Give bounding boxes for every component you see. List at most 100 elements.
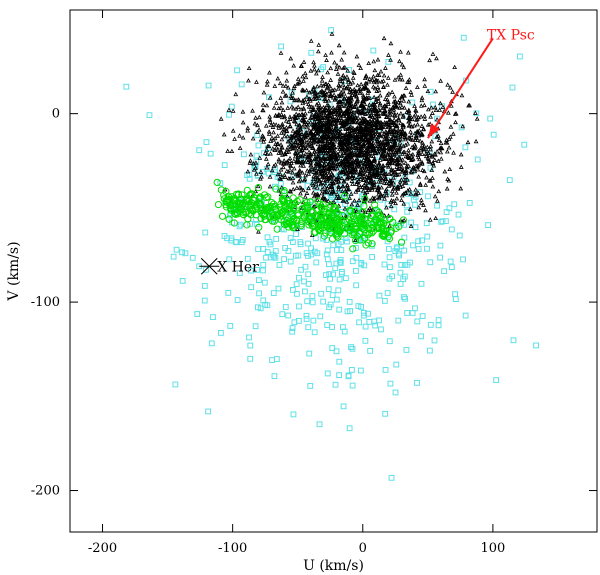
black-triangle-point bbox=[398, 111, 404, 116]
black-triangle-point bbox=[387, 112, 393, 117]
black-triangle-point bbox=[398, 120, 403, 126]
black-triangle-point bbox=[273, 162, 278, 167]
black-triangle-point bbox=[295, 152, 301, 158]
black-triangle-point bbox=[359, 109, 365, 115]
black-triangle-point bbox=[274, 100, 279, 105]
black-triangle-point bbox=[388, 199, 394, 204]
black-triangle-point bbox=[392, 160, 398, 166]
black-triangle-point bbox=[229, 148, 235, 154]
black-triangle-point bbox=[406, 119, 412, 124]
cyan-square-point bbox=[337, 260, 344, 266]
black-triangle-point bbox=[362, 120, 368, 125]
black-triangle-point bbox=[333, 163, 339, 168]
black-triangle-point bbox=[280, 107, 286, 113]
black-triangle-point bbox=[330, 95, 336, 100]
black-triangle-point bbox=[329, 183, 335, 188]
black-triangle-point bbox=[298, 191, 303, 196]
black-triangle-point bbox=[306, 127, 312, 133]
black-triangle-point bbox=[360, 170, 366, 175]
cyan-square-point bbox=[437, 242, 444, 249]
black-triangle-point bbox=[395, 166, 401, 171]
black-triangle-point bbox=[340, 140, 345, 145]
green-circle-point bbox=[244, 215, 252, 223]
black-triangle-point bbox=[346, 138, 352, 143]
black-triangle-point bbox=[446, 136, 452, 141]
black-triangle-point bbox=[382, 176, 388, 181]
black-triangle-point bbox=[453, 119, 458, 125]
black-triangle-point bbox=[447, 85, 453, 90]
black-triangle-point bbox=[327, 93, 333, 98]
black-triangle-point bbox=[327, 83, 333, 89]
black-triangle-point bbox=[448, 103, 454, 108]
black-triangle-point bbox=[369, 150, 375, 155]
black-triangle-point bbox=[404, 164, 410, 170]
black-triangle-point bbox=[422, 116, 428, 121]
black-triangle-point bbox=[438, 140, 444, 145]
black-triangle-point bbox=[381, 35, 387, 41]
black-triangle-point bbox=[334, 154, 339, 160]
black-triangle-point bbox=[444, 137, 449, 142]
black-triangle-point bbox=[300, 145, 306, 150]
black-triangle-point bbox=[371, 136, 377, 141]
black-triangle-point bbox=[371, 131, 377, 137]
cyan-square-point bbox=[329, 345, 336, 351]
black-triangle-point bbox=[458, 151, 464, 157]
black-triangle-point bbox=[375, 95, 381, 100]
black-triangle-point bbox=[365, 108, 371, 113]
cyan-square-point bbox=[246, 334, 252, 341]
black-triangle-point bbox=[341, 142, 347, 147]
black-triangle-point bbox=[381, 73, 387, 78]
black-triangle-point bbox=[284, 78, 290, 83]
cyan-square-point bbox=[305, 271, 312, 278]
black-triangle-point bbox=[318, 166, 323, 171]
black-triangle-point bbox=[416, 174, 422, 179]
black-triangle-point bbox=[358, 167, 364, 172]
black-triangle-point bbox=[446, 145, 452, 150]
black-triangle-point bbox=[364, 161, 370, 167]
black-triangle-point bbox=[316, 100, 321, 105]
green-circle-point bbox=[224, 193, 232, 201]
cyan-square-point bbox=[313, 259, 320, 266]
black-triangle-point bbox=[277, 80, 283, 86]
cyan-square-point bbox=[221, 162, 228, 169]
black-triangle-point bbox=[417, 160, 423, 166]
black-triangle-point bbox=[368, 180, 374, 185]
black-triangle-point bbox=[330, 136, 336, 141]
cyan-square-point bbox=[272, 254, 279, 261]
cyan-square-point bbox=[404, 208, 411, 215]
black-triangle-point bbox=[442, 169, 448, 174]
black-triangle-point bbox=[304, 94, 310, 99]
black-triangle-point bbox=[358, 160, 364, 166]
black-triangle-point bbox=[300, 100, 306, 106]
black-triangle-point bbox=[313, 161, 319, 166]
cyan-square-point bbox=[228, 103, 235, 110]
black-triangle-point bbox=[281, 160, 287, 166]
black-triangle-point bbox=[401, 217, 407, 223]
black-triangle-point bbox=[302, 114, 308, 119]
cyan-square-point bbox=[474, 156, 481, 163]
black-triangle-point bbox=[435, 133, 441, 138]
black-triangle-point bbox=[319, 174, 325, 179]
black-triangle-point bbox=[303, 130, 309, 136]
black-triangle-point bbox=[309, 166, 315, 172]
cyan-square-point bbox=[273, 356, 280, 362]
black-triangle-point bbox=[266, 129, 272, 134]
cyan-square-point bbox=[325, 261, 332, 268]
black-triangle-point bbox=[336, 186, 341, 192]
black-triangle-point bbox=[376, 98, 382, 103]
black-triangle-point bbox=[388, 170, 394, 175]
black-triangle-point bbox=[398, 49, 403, 54]
black-triangle-point bbox=[337, 134, 343, 139]
black-triangle-point bbox=[425, 106, 431, 112]
cyan-square-point bbox=[205, 408, 211, 415]
black-triangle-point bbox=[288, 189, 294, 194]
cyan-square-point bbox=[170, 253, 177, 260]
black-triangle-point bbox=[284, 149, 290, 154]
black-triangle-point bbox=[373, 150, 379, 156]
green-circle-point bbox=[328, 235, 337, 243]
black-triangle-point bbox=[386, 171, 392, 176]
cyan-square-point bbox=[271, 253, 277, 260]
black-triangle-point bbox=[331, 92, 337, 97]
black-triangle-point bbox=[388, 143, 394, 149]
